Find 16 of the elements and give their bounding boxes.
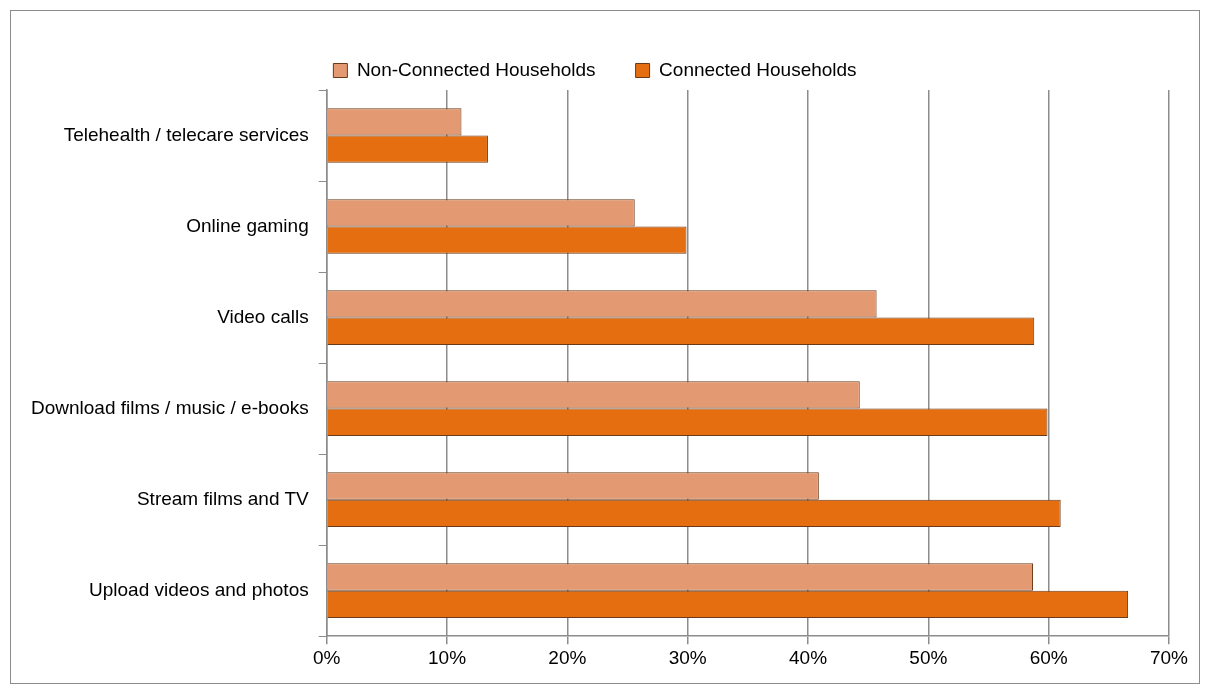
y-tick-label: Upload videos and photos [88, 578, 309, 600]
y-tick-label: Online gaming [186, 214, 309, 236]
legend-label: Non-Connected Households [356, 58, 596, 80]
x-tick-label: 40% [789, 646, 828, 668]
x-tick-label: 60% [1029, 646, 1068, 668]
x-tick-label: 0% [312, 646, 341, 668]
x-tick-label: 30% [668, 646, 707, 668]
y-tick-label: Video calls [217, 305, 309, 327]
x-tick-label: 20% [548, 646, 587, 668]
legend-label: Connected Households [659, 58, 857, 80]
x-tick-label: 50% [909, 646, 948, 668]
y-tick-label: Telehealth / telecare services [63, 123, 309, 145]
y-tick-label: Stream films and TV [136, 487, 310, 509]
y-tick-label: Download films / music / e-books [30, 396, 309, 418]
x-tick-label: 70% [1149, 646, 1189, 668]
x-tick-label: 10% [428, 646, 467, 668]
